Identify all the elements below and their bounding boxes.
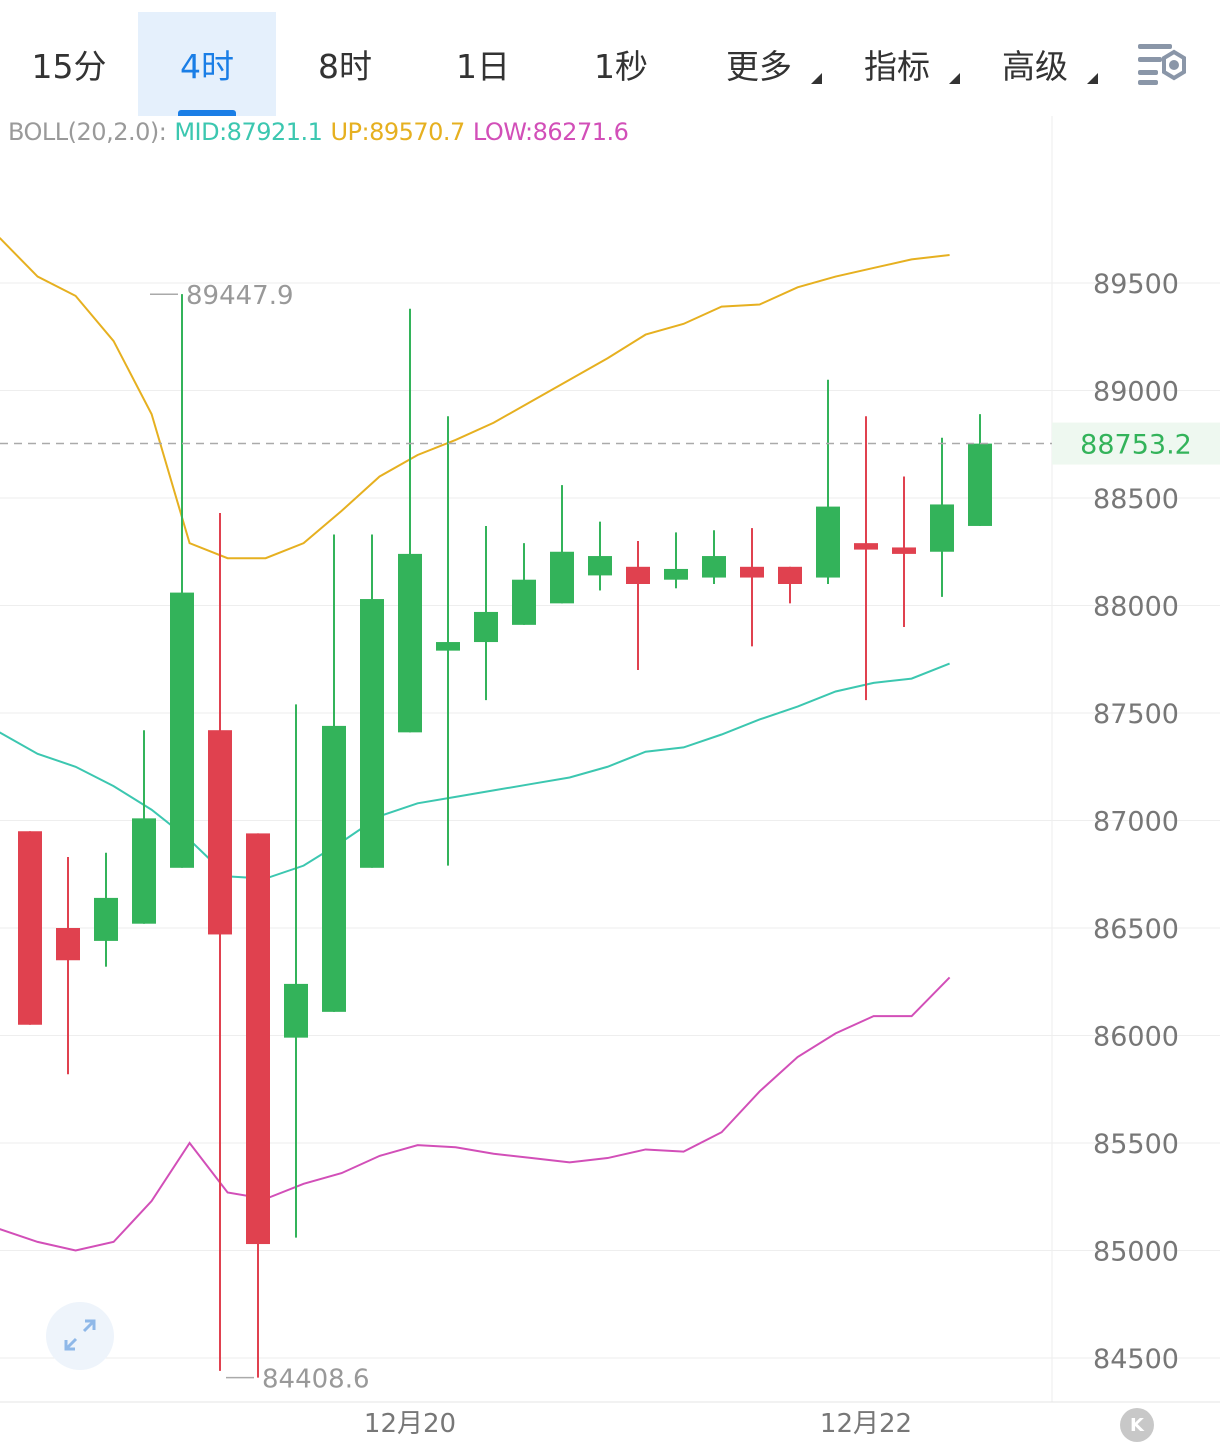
candle-body (132, 818, 156, 924)
tab-label: 1秒 (594, 47, 648, 86)
y-tick-label: 85500 (1093, 1129, 1179, 1160)
dropdown-corner-icon (811, 73, 822, 84)
tab-label: 8时 (318, 47, 372, 86)
current-price-tag (1052, 422, 1220, 465)
chart-settings-icon[interactable] (1136, 40, 1190, 88)
x-tick-label: 12月20 (364, 1409, 456, 1439)
tab-label: 更多 (726, 47, 792, 86)
y-tick-label: 88000 (1093, 592, 1179, 623)
tab-label: 指标 (864, 47, 930, 86)
y-tick-label: 86500 (1093, 914, 1179, 945)
candle-body (930, 504, 954, 552)
active-tab-indicator (178, 110, 236, 116)
candle-body (702, 556, 726, 578)
candle-body (512, 579, 536, 625)
boll-low-value: LOW:86271.6 (472, 118, 629, 146)
candle-body (550, 551, 574, 604)
candlestick-chart[interactable]: 89500 89000 88500 88000 87500 87000 86500 86000… (0, 116, 1220, 1442)
candle-body (740, 566, 764, 578)
candle-body (94, 897, 118, 941)
tab-more[interactable]: 更多 (690, 12, 828, 116)
tab-indicators[interactable]: 指标 (828, 12, 966, 116)
tab-label: 1日 (456, 47, 510, 86)
boll-up-line (0, 237, 950, 560)
tab-label: 4时 (180, 47, 234, 86)
tab-advanced[interactable]: 高级 (966, 12, 1104, 116)
boll-label: BOLL(20,2.0): (8, 118, 167, 146)
candle-body (968, 443, 992, 526)
tab-15min[interactable]: 15分 (0, 12, 138, 116)
expand-arrows-icon (64, 1319, 96, 1351)
y-tick-label: 84500 (1093, 1344, 1179, 1375)
y-tick-label: 89500 (1093, 269, 1179, 300)
candle-body (664, 568, 688, 580)
expand-button[interactable] (46, 1302, 114, 1370)
candle-body (854, 543, 878, 550)
low-marker-label: 84408.6 (262, 1365, 370, 1395)
candle-body (360, 599, 384, 868)
y-tick-label: 87000 (1093, 807, 1179, 838)
x-tick-label: 12月22 (820, 1409, 912, 1439)
timeframe-tab-bar: 15分 4时 8时 1日 1秒 更多 指标 高级 (0, 0, 1220, 116)
boll-mid-line (0, 662, 950, 880)
candle-body (892, 547, 916, 554)
y-tick-label: 89000 (1093, 377, 1179, 408)
dropdown-corner-icon (1087, 73, 1098, 84)
k-logo-badge: K (1120, 1408, 1154, 1442)
candle-body (816, 506, 840, 578)
boll-low-line (0, 976, 951, 1252)
tab-8h[interactable]: 8时 (276, 12, 414, 116)
tab-label: 15分 (31, 47, 107, 86)
tab-1d[interactable]: 1日 (414, 12, 552, 116)
boll-mid-value: MID:87921.1 (174, 118, 323, 146)
candle-body (436, 642, 460, 651)
boll-legend: BOLL(20,2.0): MID:87921.1 UP:89570.7 LOW:86… (8, 118, 636, 146)
candle-body (626, 566, 650, 584)
tab-4h[interactable]: 4时 (138, 12, 276, 116)
y-tick-label: 86000 (1093, 1022, 1179, 1053)
candle-body (778, 566, 802, 584)
current-price-label: 88753.2 (1080, 430, 1192, 461)
tab-label: 高级 (1002, 47, 1068, 86)
candle-body (208, 730, 232, 935)
candle-body (284, 983, 308, 1038)
candle-body (588, 556, 612, 576)
tab-1s[interactable]: 1秒 (552, 12, 690, 116)
high-marker-label: 89447.9 (186, 281, 294, 311)
boll-up-value: UP:89570.7 (330, 118, 465, 146)
candle-body (18, 831, 42, 1025)
dropdown-corner-icon (949, 73, 960, 84)
y-tick-label: 85000 (1093, 1237, 1179, 1268)
candle-body (474, 611, 498, 643)
candle-body (56, 928, 80, 961)
candle-body (246, 833, 270, 1245)
candle-body (322, 725, 346, 1012)
candle-body (398, 553, 422, 733)
y-tick-label: 87500 (1093, 699, 1179, 730)
candle-body (170, 592, 194, 868)
y-tick-label: 88500 (1093, 484, 1179, 515)
